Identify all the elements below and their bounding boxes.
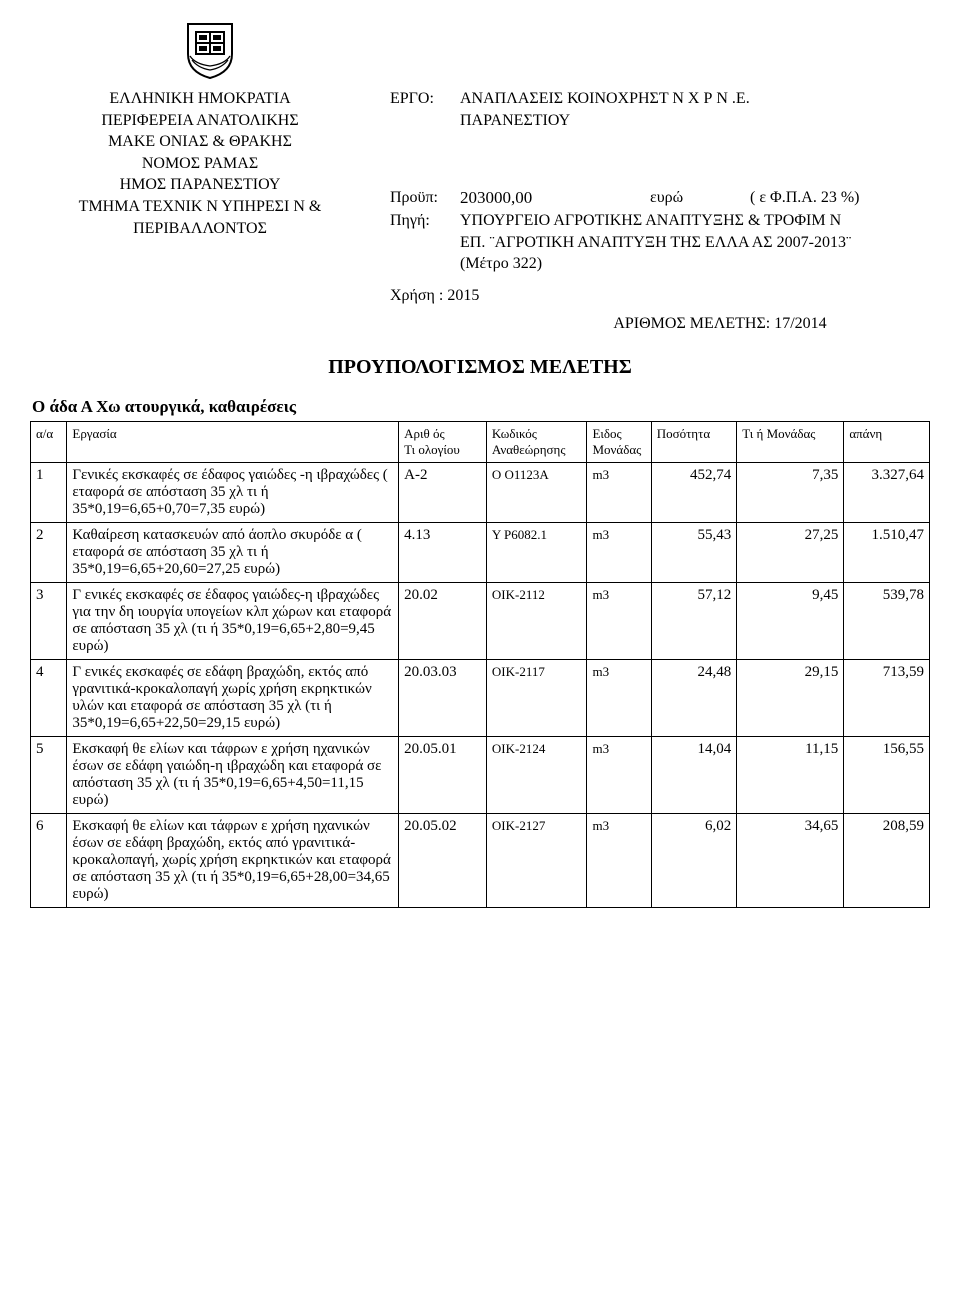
issuer-line: ΠΕΡΙΦΕΡΕΙΑ ΑΝΑΤΟΛΙΚΗΣ bbox=[30, 110, 370, 132]
group-a-title: Ο άδα Α Χω ατουργικά, καθαιρέσεις bbox=[32, 397, 930, 417]
table-row: 3Γ ενικές εκσκαφές σε έδαφος γαιώδες-η ι… bbox=[31, 583, 930, 660]
col-aa: α/α bbox=[31, 422, 67, 463]
cell-qty: 14,04 bbox=[651, 737, 737, 814]
use-value: 2015 bbox=[447, 287, 479, 304]
col-kod: Κωδικός Αναθεώρησης bbox=[486, 422, 587, 463]
cell-erg: Εκσκαφή θε ελίων και τάφρων ε χρήση ηχαν… bbox=[67, 814, 399, 908]
study-number: ΑΡΙΘΜΟΣ ΜΕΛΕΤΗΣ: 17/2014 bbox=[510, 313, 930, 335]
cell-erg: Καθαίρεση κατασκευών από άοπλο σκυρόδε α… bbox=[67, 523, 399, 583]
col-qty: Ποσότητα bbox=[651, 422, 737, 463]
cell-cost: 156,55 bbox=[844, 737, 930, 814]
cell-cost: 713,59 bbox=[844, 660, 930, 737]
cell-erg: Γ ενικές εκσκαφές σε έδαφος γαιώδες-η ιβ… bbox=[67, 583, 399, 660]
cell-kod: ΟΙΚ-2112 bbox=[486, 583, 587, 660]
budget-amount: 203000,00 bbox=[460, 187, 650, 210]
source-l3: (Μέτρο 322) bbox=[390, 253, 930, 275]
issuer-line: ΜΑΚΕ ΟΝΙΑΣ & ΘΡΑΚΗΣ bbox=[30, 131, 370, 153]
cell-art: 20.05.02 bbox=[399, 814, 487, 908]
project-label: ΕΡΓΟ: bbox=[390, 88, 460, 110]
cell-rate: 29,15 bbox=[737, 660, 844, 737]
cell-cost: 539,78 bbox=[844, 583, 930, 660]
issuer-block: ΕΛΛΗΝΙΚΗ ΗΜΟΚΡΑΤΙΑ ΠΕΡΙΦΕΡΕΙΑ ΑΝΑΤΟΛΙΚΗΣ… bbox=[30, 88, 370, 334]
cell-art: Α-2 bbox=[399, 463, 487, 523]
table-row: 6Εκσκαφή θε ελίων και τάφρων ε χρήση ηχα… bbox=[31, 814, 930, 908]
issuer-line: ΕΛΛΗΝΙΚΗ ΗΜΟΚΡΑΤΙΑ bbox=[30, 88, 370, 110]
cell-kod: ΟΙΚ-2117 bbox=[486, 660, 587, 737]
cell-rate: 11,15 bbox=[737, 737, 844, 814]
cell-qty: 452,74 bbox=[651, 463, 737, 523]
cell-kod: ΟΙΚ-2124 bbox=[486, 737, 587, 814]
col-art: Αριθ ός Τι ολογίου bbox=[399, 422, 487, 463]
cell-kod: Υ Ρ6082.1 bbox=[486, 523, 587, 583]
cell-aa: 1 bbox=[31, 463, 67, 523]
cell-qty: 55,43 bbox=[651, 523, 737, 583]
table-header-row: α/α Εργασία Αριθ ός Τι ολογίου Κωδικός Α… bbox=[31, 422, 930, 463]
cell-art: 20.02 bbox=[399, 583, 487, 660]
col-rate: Τι ή Μονάδας bbox=[737, 422, 844, 463]
cell-qty: 24,48 bbox=[651, 660, 737, 737]
issuer-line: ΗΜΟΣ ΠΑΡΑΝΕΣΤΙΟΥ bbox=[30, 174, 370, 196]
source-label: Πηγή: bbox=[390, 210, 460, 232]
table-row: 4Γ ενικές εκσκαφές σε εδάφη βραχώδη, εκτ… bbox=[31, 660, 930, 737]
cell-erg: Εκσκαφή θε ελίων και τάφρων ε χρήση ηχαν… bbox=[67, 737, 399, 814]
cell-unit: m3 bbox=[587, 583, 651, 660]
document-header: ΕΛΛΗΝΙΚΗ ΗΜΟΚΡΑΤΙΑ ΠΕΡΙΦΕΡΕΙΑ ΑΝΑΤΟΛΙΚΗΣ… bbox=[30, 88, 930, 334]
cell-rate: 7,35 bbox=[737, 463, 844, 523]
project-block: ΕΡΓΟ: ΑΝΑΠΛΑΣΕΙΣ ΚΟΙΝΟΧΡΗΣΤ Ν Χ Ρ Ν .Ε. … bbox=[380, 88, 930, 334]
cell-cost: 208,59 bbox=[844, 814, 930, 908]
cell-unit: m3 bbox=[587, 814, 651, 908]
cell-aa: 3 bbox=[31, 583, 67, 660]
budget-fpa: ( ε Φ.Π.Α. 23 %) bbox=[750, 187, 860, 210]
col-erg: Εργασία bbox=[67, 422, 399, 463]
issuer-line: ΤΜΗΜΑ ΤΕΧΝΙΚ Ν ΥΠΗΡΕΣΙ Ν & bbox=[30, 196, 370, 218]
table-row: 1Γενικές εκσκαφές σε έδαφος γαιώδες -η ι… bbox=[31, 463, 930, 523]
cell-cost: 1.510,47 bbox=[844, 523, 930, 583]
budget-label: Προϋπ: bbox=[390, 187, 460, 210]
cell-qty: 6,02 bbox=[651, 814, 737, 908]
cell-unit: m3 bbox=[587, 737, 651, 814]
project-title-l1: ΑΝΑΠΛΑΣΕΙΣ ΚΟΙΝΟΧΡΗΣΤ Ν Χ Ρ Ν .Ε. bbox=[460, 88, 930, 110]
cell-rate: 9,45 bbox=[737, 583, 844, 660]
cell-rate: 27,25 bbox=[737, 523, 844, 583]
cell-kod: ΟΙΚ-2127 bbox=[486, 814, 587, 908]
cell-aa: 5 bbox=[31, 737, 67, 814]
cell-erg: Γ ενικές εκσκαφές σε εδάφη βραχώδη, εκτό… bbox=[67, 660, 399, 737]
national-emblem bbox=[180, 20, 930, 82]
cell-art: 4.13 bbox=[399, 523, 487, 583]
issuer-line: ΠΕΡΙΒΑΛΛΟΝΤΟΣ bbox=[30, 218, 370, 240]
cell-unit: m3 bbox=[587, 523, 651, 583]
source-l1: ΥΠΟΥΡΓΕΙΟ ΑΓΡΟΤΙΚΗΣ ΑΝΑΠΤΥΞΗΣ & ΤΡΟΦΙΜ Ν bbox=[460, 210, 930, 232]
project-title-l2: ΠΑΡΑΝΕΣΤΙΟΥ bbox=[390, 110, 930, 132]
use-label: Χρήση : bbox=[390, 287, 443, 304]
cell-erg: Γενικές εκσκαφές σε έδαφος γαιώδες -η ιβ… bbox=[67, 463, 399, 523]
cell-aa: 6 bbox=[31, 814, 67, 908]
cell-unit: m3 bbox=[587, 660, 651, 737]
main-title: ΠΡΟΥΠΟΛΟΓΙΣΜΟΣ ΜΕΛΕΤΗΣ bbox=[30, 356, 930, 379]
issuer-line: ΝΟΜΟΣ ΡΑΜΑΣ bbox=[30, 153, 370, 175]
budget-table: α/α Εργασία Αριθ ός Τι ολογίου Κωδικός Α… bbox=[30, 421, 930, 908]
cell-aa: 4 bbox=[31, 660, 67, 737]
col-cost: απάνη bbox=[844, 422, 930, 463]
cell-unit: m3 bbox=[587, 463, 651, 523]
cell-kod: Ο Ο1123Α bbox=[486, 463, 587, 523]
budget-currency: ευρώ bbox=[650, 187, 750, 210]
table-row: 2Καθαίρεση κατασκευών από άοπλο σκυρόδε … bbox=[31, 523, 930, 583]
cell-art: 20.05.01 bbox=[399, 737, 487, 814]
table-row: 5Εκσκαφή θε ελίων και τάφρων ε χρήση ηχα… bbox=[31, 737, 930, 814]
source-l2: ΕΠ. ¨ΑΓΡΟΤΙΚΗ ΑΝΑΠΤΥΞΗ ΤΗΣ ΕΛΛΑ ΑΣ 2007-… bbox=[390, 232, 930, 254]
cell-art: 20.03.03 bbox=[399, 660, 487, 737]
cell-aa: 2 bbox=[31, 523, 67, 583]
col-unit: Ειδος Μονάδας bbox=[587, 422, 651, 463]
cell-qty: 57,12 bbox=[651, 583, 737, 660]
cell-rate: 34,65 bbox=[737, 814, 844, 908]
cell-cost: 3.327,64 bbox=[844, 463, 930, 523]
